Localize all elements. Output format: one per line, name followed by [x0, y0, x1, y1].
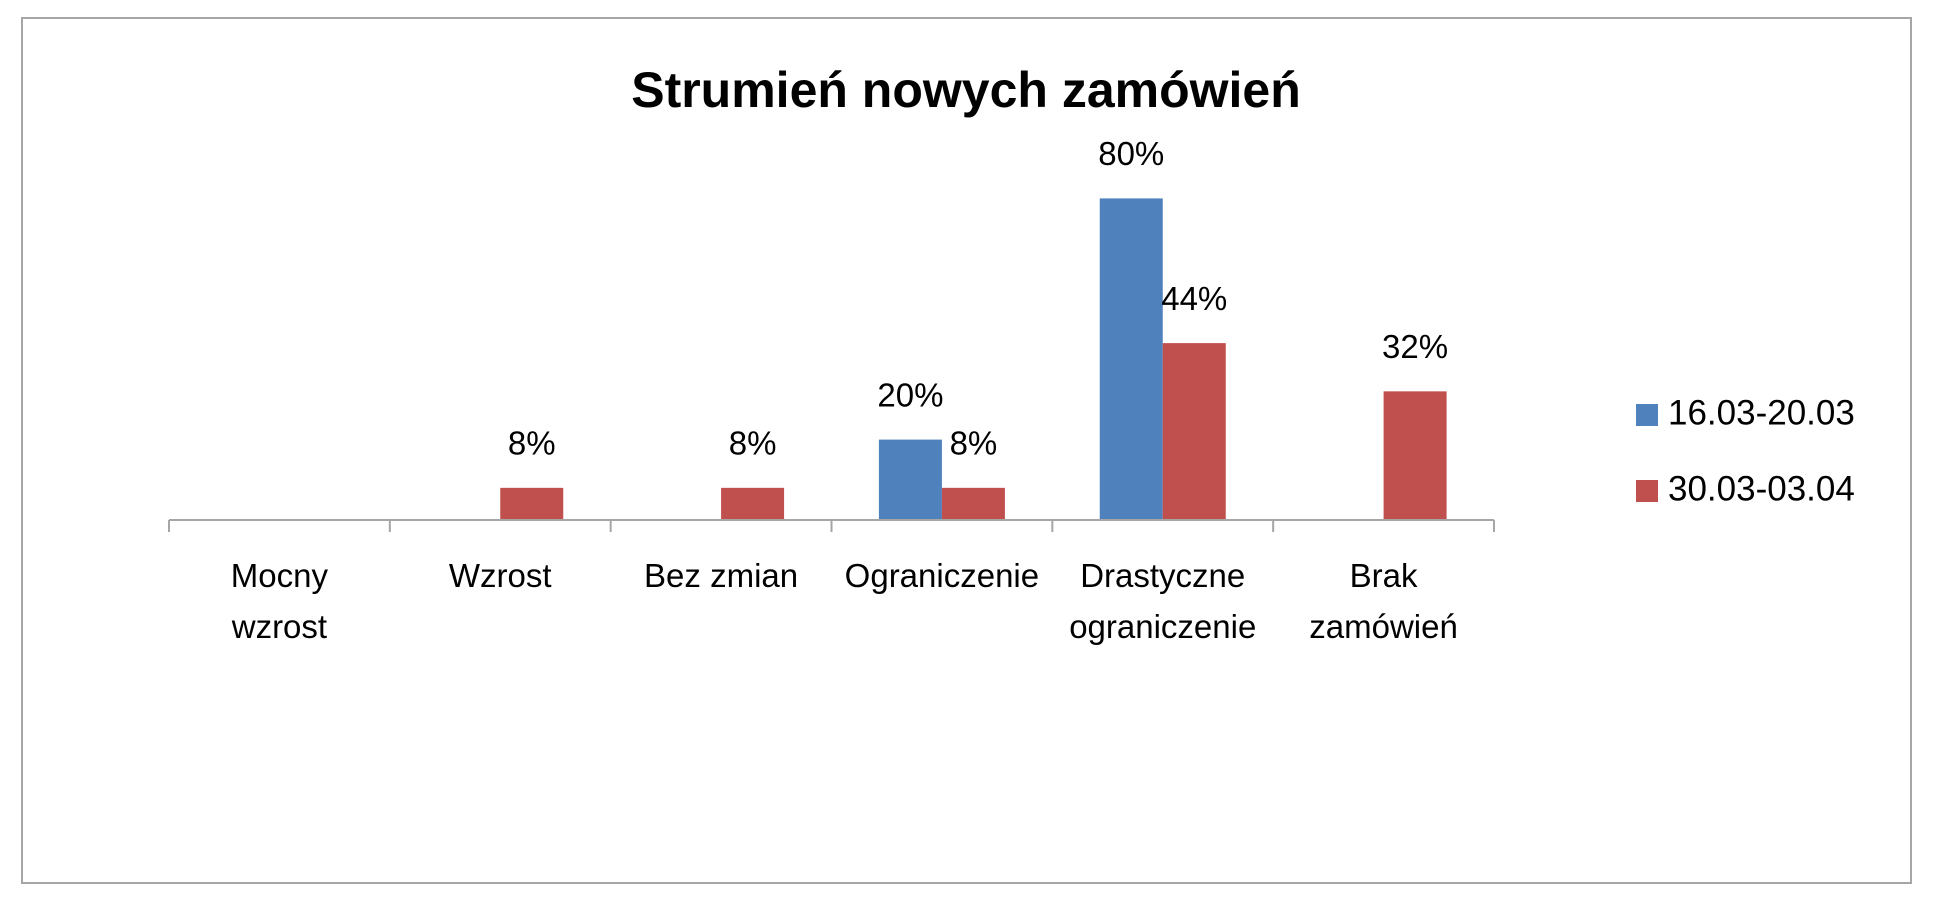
- data-label: 44%: [1161, 280, 1227, 317]
- x-tick-label: Bez zmian: [644, 557, 799, 594]
- x-tick-label: Ograniczenie: [844, 557, 1040, 594]
- x-tick-label: Drastyczne ograniczenie: [1069, 557, 1257, 645]
- bar: [1383, 391, 1447, 520]
- x-tick-label: Wzrost: [448, 557, 552, 594]
- data-label: 8%: [729, 425, 777, 462]
- bar: [1099, 198, 1163, 520]
- data-label: 80%: [1098, 135, 1164, 172]
- legend-label: 30.03-03.04: [1668, 469, 1855, 508]
- data-label: 8%: [950, 425, 998, 462]
- data-label: 32%: [1382, 328, 1448, 365]
- data-label: 20%: [877, 376, 943, 413]
- legend-swatch: [1636, 404, 1658, 426]
- legend-swatch: [1636, 480, 1658, 502]
- legend-label: 16.03-20.03: [1668, 393, 1855, 432]
- x-tick-label: Mocny wzrost: [230, 557, 328, 645]
- x-tick-label: Brak zamówień: [1309, 557, 1458, 645]
- bar: [500, 487, 564, 520]
- bar: [1162, 343, 1226, 520]
- chart-title: Strumień nowych zamówień: [631, 62, 1301, 118]
- bar: [721, 487, 785, 520]
- chart-frame: [21, 17, 1912, 884]
- bar: [878, 439, 942, 520]
- data-label: 8%: [508, 425, 556, 462]
- bar: [941, 487, 1005, 520]
